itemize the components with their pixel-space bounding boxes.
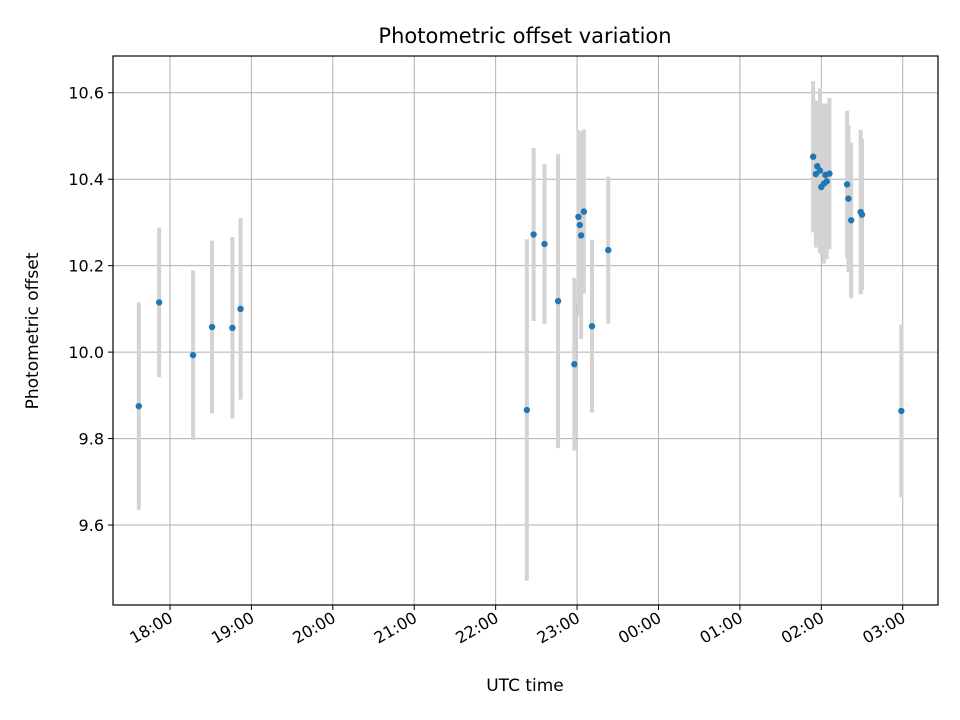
- y-axis-ticks: 9.6 9.8 10.0 10.2 10.4 10.6: [68, 84, 113, 535]
- data-point: [155, 299, 163, 306]
- data-point: [530, 231, 537, 238]
- data-point: [575, 213, 582, 221]
- y-tick-label: 10.0: [68, 343, 104, 362]
- data-point: [809, 153, 817, 160]
- data-point: [237, 305, 244, 313]
- data-point: [554, 297, 562, 305]
- x-axis-label: UTC time: [486, 676, 564, 696]
- data-point: [189, 351, 197, 359]
- plot-frame: [112, 55, 939, 606]
- data-point: [843, 181, 851, 188]
- data-points: [135, 153, 905, 415]
- data-point: [135, 402, 142, 410]
- data-point: [845, 195, 852, 202]
- y-tick-label: 10.4: [68, 170, 104, 189]
- data-point: [847, 217, 855, 224]
- chart-title: Photometric offset variation: [378, 24, 671, 48]
- data-point: [580, 208, 588, 215]
- data-point: [208, 323, 216, 331]
- y-tick-label: 10.2: [68, 257, 104, 276]
- data-point: [898, 407, 905, 415]
- data-point: [576, 221, 583, 229]
- data-point: [523, 406, 531, 414]
- data-point: [541, 240, 548, 248]
- data-point: [571, 361, 578, 368]
- data-point: [823, 178, 830, 185]
- data-point: [826, 170, 833, 177]
- data-point: [577, 232, 585, 239]
- data-point: [858, 211, 866, 218]
- data-point: [229, 324, 236, 332]
- y-tick-label: 9.8: [79, 430, 104, 449]
- y-tick-label: 9.6: [79, 516, 104, 535]
- y-axis-label: Photometric offset: [23, 252, 43, 409]
- data-point: [605, 246, 612, 254]
- data-point: [816, 167, 824, 174]
- y-tick-label: 10.6: [68, 84, 104, 103]
- data-point: [588, 322, 596, 330]
